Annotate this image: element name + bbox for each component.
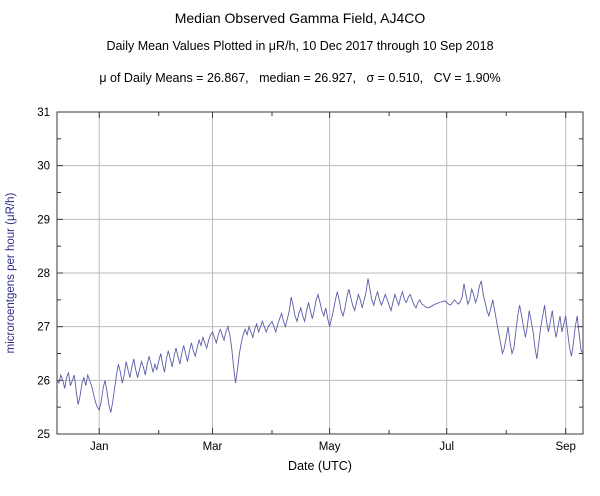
- chart-subtitle: Daily Mean Values Plotted in μR/h, 10 De…: [106, 39, 494, 53]
- y-tick-label: 26: [37, 375, 50, 387]
- x-tick-label: Jan: [90, 441, 109, 453]
- y-tick-label: 28: [37, 268, 50, 280]
- y-tick-label: 25: [37, 429, 50, 441]
- x-tick-label: Mar: [203, 441, 223, 453]
- y-tick-label: 30: [37, 161, 50, 173]
- y-tick-label: 29: [37, 214, 50, 226]
- x-axis-label: Date (UTC): [288, 459, 352, 473]
- x-tick-label: Jul: [439, 441, 454, 453]
- x-tick-label: Sep: [555, 441, 575, 453]
- x-tick-label: May: [319, 441, 341, 453]
- chart-stats-line: μ of Daily Means = 26.867, median = 26.9…: [99, 71, 501, 85]
- y-axis-label: microroentgens per hour (μR/h): [5, 193, 17, 354]
- y-tick-label: 31: [37, 107, 50, 119]
- y-tick-label: 27: [37, 322, 50, 334]
- chart-title: Median Observed Gamma Field, AJ4CO: [174, 10, 426, 26]
- series-line: [56, 278, 584, 413]
